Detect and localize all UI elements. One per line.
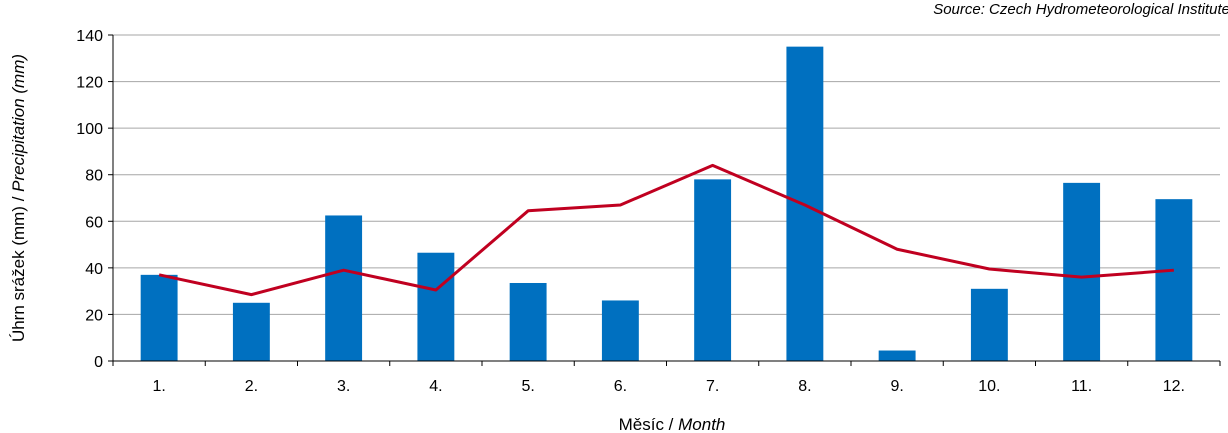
y-tick-labels: 0 20 40 60 80 100 120 140 xyxy=(76,28,103,371)
bar-11 xyxy=(1063,182,1101,361)
x-tick-labels: 1. 2. 3. 4. 5. 6. 7. 8. 9. 10. 11. 12. xyxy=(152,378,1185,395)
x-tick-label-3: 3. xyxy=(337,378,350,395)
bar-3 xyxy=(325,215,363,361)
bar-6 xyxy=(601,300,639,361)
y-tick-label-0: 0 xyxy=(94,354,103,371)
x-tick-label-7: 7. xyxy=(706,378,719,395)
x-axis-title-main: Měsíc xyxy=(619,415,665,433)
y-tick-label-40: 40 xyxy=(85,261,103,278)
x-tick-label-12: 12. xyxy=(1163,378,1185,395)
y-tick-label-60: 60 xyxy=(85,214,103,231)
bar-2 xyxy=(232,302,270,361)
x-tick-label-10: 10. xyxy=(978,378,1000,395)
x-axis-title-italic: Month xyxy=(678,415,725,433)
bar-7 xyxy=(694,179,732,361)
y-axis-title: Úhrn srážek (mm) / Precipitation (mm) xyxy=(9,54,28,342)
y-tick-label-80: 80 xyxy=(85,168,103,185)
bar-series xyxy=(140,46,1193,362)
x-tick-label-11: 11. xyxy=(1071,378,1092,395)
bar-1 xyxy=(140,274,178,361)
x-tick-label-8: 8. xyxy=(798,378,811,395)
y-tick-label-20: 20 xyxy=(85,307,103,324)
gridlines xyxy=(113,34,1220,315)
source-note: Source: Czech Hydrometeorological Instit… xyxy=(933,1,1228,18)
line-series xyxy=(158,163,1174,297)
y-axis-title-italic: Precipitation (mm) xyxy=(9,54,28,192)
y-axis-title-sep: / xyxy=(9,192,28,206)
x-tick-label-6: 6. xyxy=(614,378,627,395)
bar-9 xyxy=(878,350,916,361)
y-tick-label-120: 120 xyxy=(76,75,103,92)
y-tick-label-140: 140 xyxy=(76,28,103,45)
x-tick-label-2: 2. xyxy=(245,378,258,395)
bar-4 xyxy=(417,252,455,361)
x-tick-label-9: 9. xyxy=(890,378,903,395)
x-axis-title: Měsíc / Month xyxy=(619,415,726,433)
line-path xyxy=(158,163,1174,297)
bar-10 xyxy=(970,288,1008,361)
x-tick-label-5: 5. xyxy=(521,378,534,395)
bar-12 xyxy=(1155,199,1193,361)
bar-5 xyxy=(509,282,547,361)
y-tick-label-100: 100 xyxy=(76,121,103,138)
x-tick-label-4: 4. xyxy=(429,378,442,395)
axes xyxy=(108,34,1221,366)
x-axis-title-sep: / xyxy=(664,415,678,433)
y-axis-title-main: Úhrn srážek (mm) xyxy=(9,206,28,342)
x-tick-label-1: 1. xyxy=(152,378,165,395)
